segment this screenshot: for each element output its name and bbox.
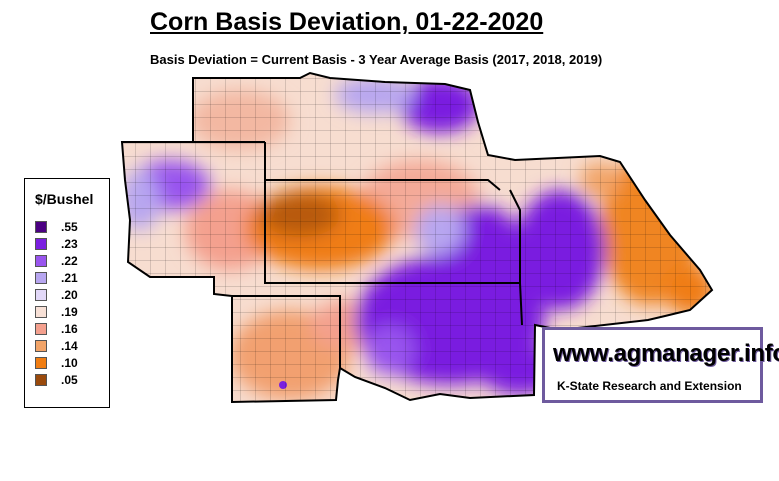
logo-org-text: K-State Research and Extension	[557, 379, 742, 393]
legend-swatch	[35, 255, 47, 267]
legend-swatch	[35, 357, 47, 369]
legend-label: .14	[61, 339, 78, 353]
legend-label: .23	[61, 237, 78, 251]
legend-label: .16	[61, 322, 78, 336]
map-title: Corn Basis Deviation, 01-22-2020	[150, 8, 544, 36]
agmanager-logo[interactable]: www.agmanager.info K-State Research and …	[542, 327, 779, 403]
legend-label: .55	[61, 220, 78, 234]
legend-label: .20	[61, 288, 78, 302]
legend-swatch	[35, 323, 47, 335]
legend-label: .19	[61, 305, 78, 319]
legend-swatch	[35, 272, 47, 284]
legend-label: .22	[61, 254, 78, 268]
state-borders	[120, 71, 714, 404]
legend-label: .10	[61, 356, 78, 370]
legend-title: $/Bushel	[35, 191, 94, 207]
legend-swatch	[35, 340, 47, 352]
legend-swatch	[35, 374, 47, 386]
legend-swatch	[35, 238, 47, 250]
legend-label: .05	[61, 373, 78, 387]
legend-swatch	[35, 306, 47, 318]
legend-swatch	[35, 221, 47, 233]
logo-url-text[interactable]: www.agmanager.info	[553, 340, 779, 367]
legend-swatch	[35, 289, 47, 301]
map-subtitle: Basis Deviation = Current Basis - 3 Year…	[150, 52, 603, 67]
legend-label: .21	[61, 271, 78, 285]
legend: $/Bushel .55 .23 .22 .21 .20 .19 .16 .14…	[24, 178, 110, 408]
